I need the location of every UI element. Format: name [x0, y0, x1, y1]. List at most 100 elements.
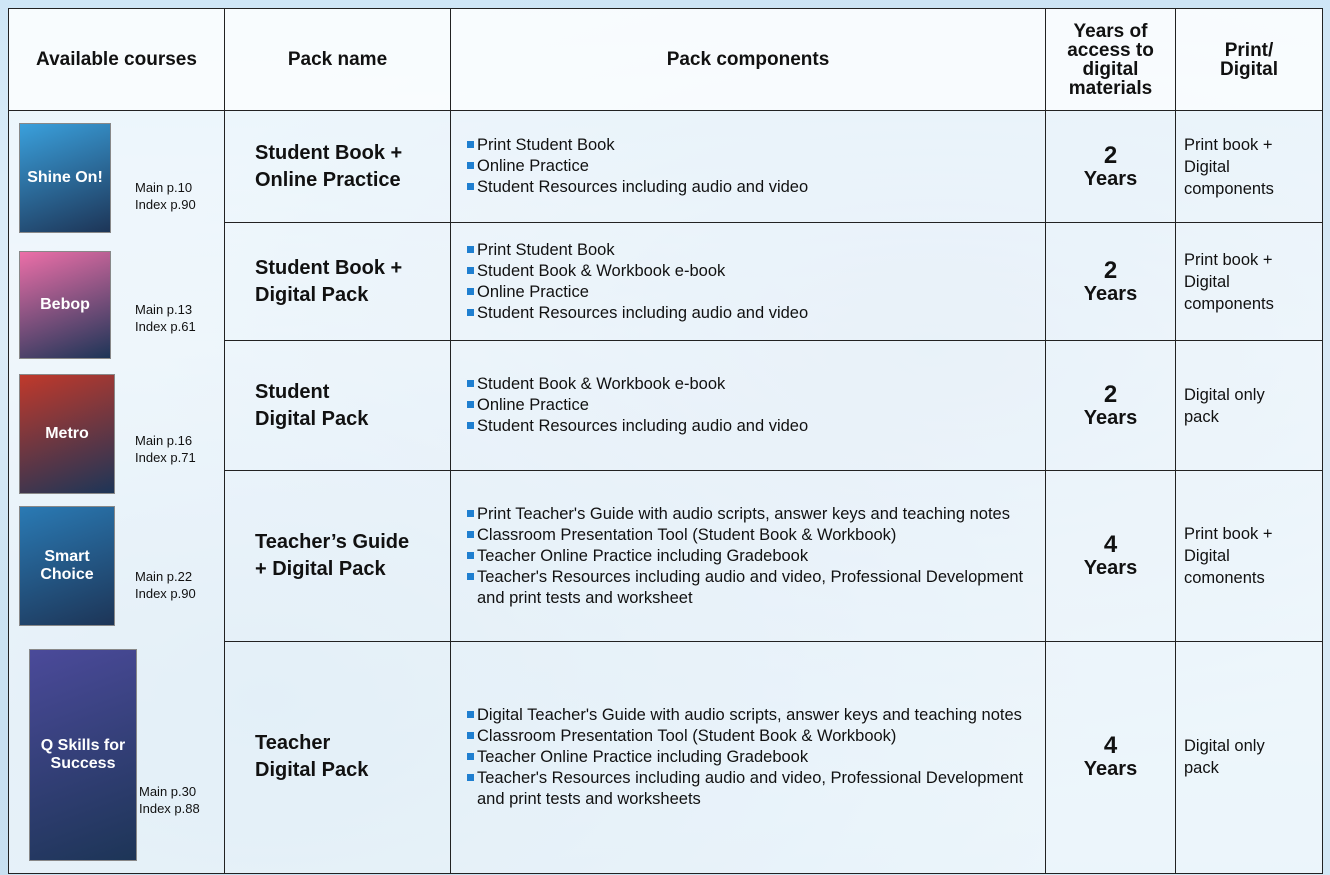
pack-name-line: + Digital Pack: [255, 558, 386, 581]
format-line: components: [1184, 179, 1274, 198]
index-page: Index p.90: [135, 197, 196, 212]
component: Online Practice: [467, 156, 1037, 177]
print-digital: Digital only pack: [1175, 340, 1323, 472]
component-text: Teacher Online Practice including Gradeb…: [477, 546, 809, 565]
course: Smart Choice Main p.22 Index p.90: [9, 496, 224, 631]
pack-row: Student Digital Pack Student Book & Workbo…: [9, 340, 1323, 472]
component-text: Teacher's Resources including audio and …: [477, 768, 1024, 808]
course-pages: Main p.30 Index p.88: [139, 783, 200, 817]
bullet: [467, 752, 474, 760]
format-line: pack: [1184, 407, 1219, 426]
pack-components: Student Book & Workbook e-book Online Pra…: [450, 340, 1046, 472]
main-page: Main p.22: [135, 569, 193, 584]
component: Student Book & Workbook e-book: [467, 261, 1037, 282]
bullet: [467, 266, 474, 274]
format-line: Digital only: [1184, 385, 1265, 404]
course-pages: Main p.16 Index p.71: [135, 432, 196, 466]
course: Q Skills for Success Main p.30 Index p.88: [9, 631, 224, 873]
component: Teacher's Resources including audio and …: [467, 768, 1037, 810]
years-access: 4 Years: [1045, 640, 1176, 875]
column-header: Pack name: [224, 8, 451, 111]
header-text: materials: [1068, 77, 1153, 99]
column-header: Print/Digital: [1175, 8, 1323, 111]
years-access: 2 Years: [1045, 222, 1176, 342]
component: Teacher's Resources including audio and …: [467, 567, 1037, 609]
component-text: Classroom Presentation Tool (Student Boo…: [477, 525, 897, 544]
index-page: Index p.71: [135, 450, 196, 465]
component-text: Online Practice: [477, 396, 589, 415]
pack-name: Teacher’s Guide + Digital Pack: [224, 470, 451, 642]
course: Shine On! Main p.10 Index p.90: [9, 111, 224, 241]
courses-cell: Shine On! Main p.10 Index p.90 Bebop Main p.…: [8, 110, 225, 874]
course-pages: Main p.22 Index p.90: [135, 568, 196, 602]
main-page: Main p.10: [135, 180, 193, 195]
component-text: Student Resources including audio and vi…: [477, 178, 809, 197]
format-line: comonents: [1184, 569, 1265, 588]
years-number: 2: [1103, 141, 1118, 169]
component-text: Print Teacher's Guide with audio scripts…: [477, 504, 1010, 523]
format-line: Print book +: [1184, 250, 1273, 269]
print-digital: Print book + Digital components: [1175, 109, 1323, 224]
years-number: 2: [1103, 380, 1118, 408]
format-line: components: [1184, 294, 1274, 313]
header-text: Pack name: [287, 49, 388, 70]
bullet: [467, 572, 474, 580]
course-cover: Q Skills for Success: [29, 649, 137, 861]
format-line: Print book +: [1184, 525, 1273, 544]
years-unit: Years: [1083, 282, 1138, 305]
pack-row: Shine On! Main p.10 Index p.90 Bebop Main p.…: [8, 109, 1323, 874]
header-text: access to: [1067, 39, 1154, 61]
pack-name-line: Teacher: [255, 732, 331, 755]
bullet: [467, 530, 474, 538]
component: Print Student Book: [467, 135, 1037, 156]
pack-components: Print Student Book Student Book & Workboo…: [450, 222, 1046, 342]
component-text: Classroom Presentation Tool (Student Boo…: [477, 726, 897, 745]
course: Metro Main p.16 Index p.71: [9, 366, 224, 496]
pack-name-line: Student: [255, 380, 330, 403]
header-text: Digital: [1219, 58, 1279, 80]
column-header: Years of access to digital materials: [1045, 8, 1176, 111]
pack-components: Print Teacher's Guide with audio scripts…: [450, 470, 1046, 642]
bullet: [467, 731, 474, 739]
component-text: Student Resources including audio and vi…: [477, 417, 809, 436]
header-text: digital: [1082, 58, 1139, 80]
format-line: Digital: [1184, 547, 1230, 566]
course-cover: Smart Choice: [19, 506, 115, 626]
component: Online Practice: [467, 395, 1037, 416]
pack-row: Teacher Digital Pack Digital Teacher's Gui…: [9, 640, 1323, 875]
course-cover: Shine On!: [19, 123, 111, 233]
years-number: 2: [1103, 256, 1118, 284]
pack-name-line: Digital Pack: [255, 407, 369, 430]
pack-name: Teacher Digital Pack: [224, 640, 451, 875]
pack-name-line: Student Book +: [255, 141, 403, 164]
header-row: Available courses Pack name Pack component…: [8, 8, 1323, 111]
component-text: Online Practice: [477, 157, 589, 176]
format-line: Print book +: [1184, 135, 1273, 154]
header-text: Pack components: [666, 49, 830, 70]
component: Student Resources including audio and vi…: [467, 416, 1037, 437]
pack-name-line: Digital Pack: [255, 283, 369, 306]
main-page: Main p.30: [139, 784, 197, 799]
index-page: Index p.90: [135, 586, 196, 601]
component-text: Teacher's Resources including audio and …: [477, 567, 1024, 607]
bullet: [467, 308, 474, 316]
courses-table: Available courses Pack name Pack component…: [8, 8, 1323, 875]
component: Student Resources including audio and vi…: [467, 303, 1037, 324]
bullet: [467, 710, 474, 718]
column-header: Available courses: [8, 8, 225, 111]
format-line: Digital: [1184, 272, 1230, 291]
years-unit: Years: [1083, 167, 1138, 190]
pack-components: Print Student Book Online Practice Student…: [450, 109, 1046, 224]
component-text: Print Student Book: [477, 240, 615, 259]
component: Digital Teacher's Guide with audio scrip…: [467, 705, 1037, 726]
bullet: [467, 422, 474, 430]
main-page: Main p.13: [135, 302, 193, 317]
index-page: Index p.88: [139, 801, 200, 816]
pack-name: Student Book + Online Practice: [224, 109, 451, 224]
component-text: Student Book & Workbook e-book: [477, 375, 726, 394]
pack-row: Student Book + Digital Pack Print Student …: [9, 222, 1323, 342]
pack-name-line: Online Practice: [255, 168, 401, 191]
component: Classroom Presentation Tool (Student Boo…: [467, 726, 1037, 747]
header-text: Years of: [1073, 20, 1148, 42]
component-text: Digital Teacher's Guide with audio scrip…: [477, 705, 1022, 724]
